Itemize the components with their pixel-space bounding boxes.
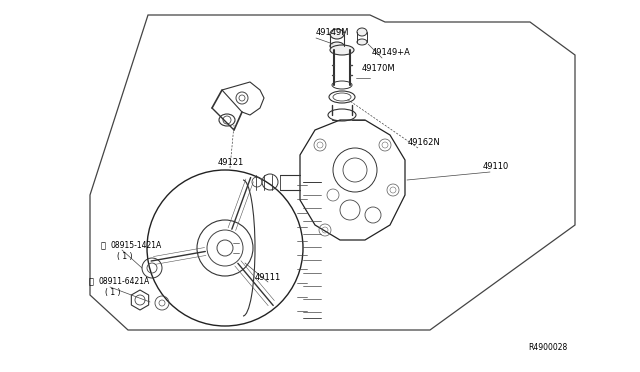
Text: 49162N: 49162N: [408, 138, 441, 147]
Ellipse shape: [330, 29, 344, 39]
Text: 49110: 49110: [483, 161, 509, 170]
Text: 49170M: 49170M: [362, 64, 396, 73]
Ellipse shape: [330, 45, 354, 55]
Text: 49149+A: 49149+A: [372, 48, 411, 57]
Ellipse shape: [357, 39, 367, 45]
Text: 08915-1421A: 08915-1421A: [110, 241, 161, 250]
Text: 49111: 49111: [255, 273, 281, 282]
Ellipse shape: [357, 28, 367, 36]
Text: R4900028: R4900028: [528, 343, 567, 353]
Text: ( 1 ): ( 1 ): [105, 288, 120, 296]
Text: Ⓝ: Ⓝ: [89, 278, 94, 286]
Text: 49149M: 49149M: [316, 28, 349, 36]
Ellipse shape: [330, 42, 344, 50]
Text: ( 1 ): ( 1 ): [117, 251, 132, 260]
Text: Ⓜ: Ⓜ: [101, 241, 106, 250]
Text: 49121: 49121: [218, 157, 244, 167]
Text: 08911-6421A: 08911-6421A: [98, 278, 149, 286]
